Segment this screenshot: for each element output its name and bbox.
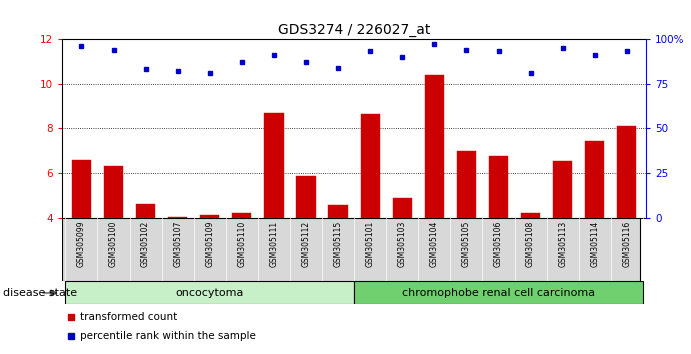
Bar	[200, 216, 219, 218]
Text: GSM305108: GSM305108	[526, 221, 535, 267]
Bar	[264, 113, 283, 218]
Bar	[328, 205, 348, 218]
Text: GSM305102: GSM305102	[141, 221, 150, 267]
Bar	[66, 281, 354, 304]
Bar	[136, 204, 155, 218]
Text: GSM305100: GSM305100	[109, 221, 118, 267]
Bar	[521, 213, 540, 218]
Bar	[296, 176, 316, 218]
Bar	[232, 213, 252, 218]
Text: GSM305105: GSM305105	[462, 221, 471, 267]
Text: GSM305112: GSM305112	[301, 221, 310, 267]
Text: GSM305109: GSM305109	[205, 221, 214, 267]
Text: percentile rank within the sample: percentile rank within the sample	[79, 331, 256, 341]
Bar	[72, 160, 91, 218]
Bar	[489, 156, 508, 218]
Text: GSM305101: GSM305101	[366, 221, 375, 267]
Text: disease state: disease state	[3, 288, 77, 298]
Text: oncocytoma: oncocytoma	[176, 288, 244, 298]
Bar	[425, 75, 444, 218]
Text: GSM305111: GSM305111	[269, 221, 278, 267]
Bar	[361, 114, 380, 218]
Bar	[392, 198, 412, 218]
Bar	[553, 161, 572, 218]
Text: GSM305103: GSM305103	[398, 221, 407, 267]
Text: GSM305116: GSM305116	[623, 221, 632, 267]
Text: GSM305114: GSM305114	[590, 221, 599, 267]
Text: GSM305106: GSM305106	[494, 221, 503, 267]
Bar	[585, 141, 605, 218]
Bar	[617, 126, 636, 218]
Text: GSM305107: GSM305107	[173, 221, 182, 267]
Text: GSM305110: GSM305110	[237, 221, 247, 267]
Text: chromophobe renal cell carcinoma: chromophobe renal cell carcinoma	[402, 288, 595, 298]
Bar	[168, 217, 187, 218]
Text: transformed count: transformed count	[79, 312, 177, 322]
Text: GSM305104: GSM305104	[430, 221, 439, 267]
Text: GSM305115: GSM305115	[334, 221, 343, 267]
Bar	[457, 151, 476, 218]
Text: GSM305113: GSM305113	[558, 221, 567, 267]
Bar	[354, 281, 643, 304]
Title: GDS3274 / 226027_at: GDS3274 / 226027_at	[278, 23, 430, 36]
Text: GSM305099: GSM305099	[77, 221, 86, 267]
Bar	[104, 166, 123, 218]
